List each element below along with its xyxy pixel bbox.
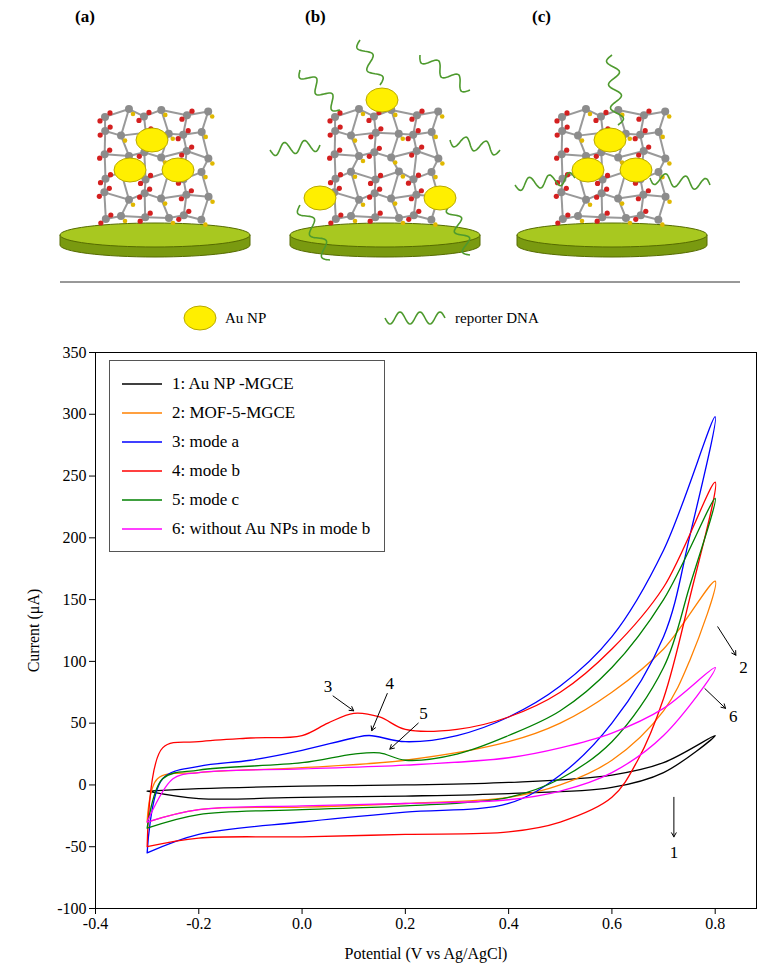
svg-text:100: 100 (63, 653, 87, 670)
svg-text:Potential (V vs Ag/AgCl): Potential (V vs Ag/AgCl) (345, 945, 508, 963)
svg-text:1: 1 (670, 843, 679, 862)
svg-text:300: 300 (63, 405, 87, 422)
svg-text:350: 350 (63, 344, 87, 361)
svg-text:-0.2: -0.2 (186, 915, 211, 932)
html-text:3: mode a: 3: mode a (172, 431, 239, 451)
svg-text:-0.4: -0.4 (83, 915, 108, 932)
svg-text:150: 150 (63, 591, 87, 608)
svg-text:-100: -100 (57, 899, 87, 917)
svg-text:(a): (a) (75, 7, 95, 26)
html-text:4: mode b: 4: mode b (172, 460, 240, 480)
svg-text:6: 6 (729, 707, 738, 726)
svg-text:50: 50 (71, 714, 87, 731)
svg-text:0.8: 0.8 (705, 915, 725, 932)
svg-text:0.6: 0.6 (602, 915, 622, 932)
html-text:1: Au NP -MGCE: 1: Au NP -MGCE (172, 373, 294, 393)
svg-text:200: 200 (63, 529, 87, 546)
svg-text:reporter DNA: reporter DNA (455, 310, 539, 326)
svg-text:4: 4 (386, 674, 395, 693)
svg-text:2: 2 (739, 658, 748, 677)
svg-text:-50: -50 (65, 838, 86, 855)
svg-text:Current (μA): Current (μA) (25, 589, 43, 673)
svg-text:0.2: 0.2 (395, 915, 415, 932)
svg-text:(b): (b) (305, 7, 326, 26)
svg-text:5: 5 (419, 704, 428, 723)
svg-text:(c): (c) (532, 7, 551, 26)
svg-text:250: 250 (63, 467, 87, 484)
svg-text:0.0: 0.0 (292, 915, 312, 932)
svg-text:Au NP: Au NP (225, 310, 266, 326)
html-text:5: mode c: 5: mode c (172, 489, 239, 509)
svg-text:0: 0 (79, 776, 87, 793)
svg-text:0.4: 0.4 (499, 915, 519, 932)
svg-text:3: 3 (324, 677, 333, 696)
html-text:6: without Au NPs in mode b: 6: without Au NPs in mode b (172, 518, 371, 538)
html-text:2: MOF-5-MGCE: 2: MOF-5-MGCE (172, 402, 296, 422)
